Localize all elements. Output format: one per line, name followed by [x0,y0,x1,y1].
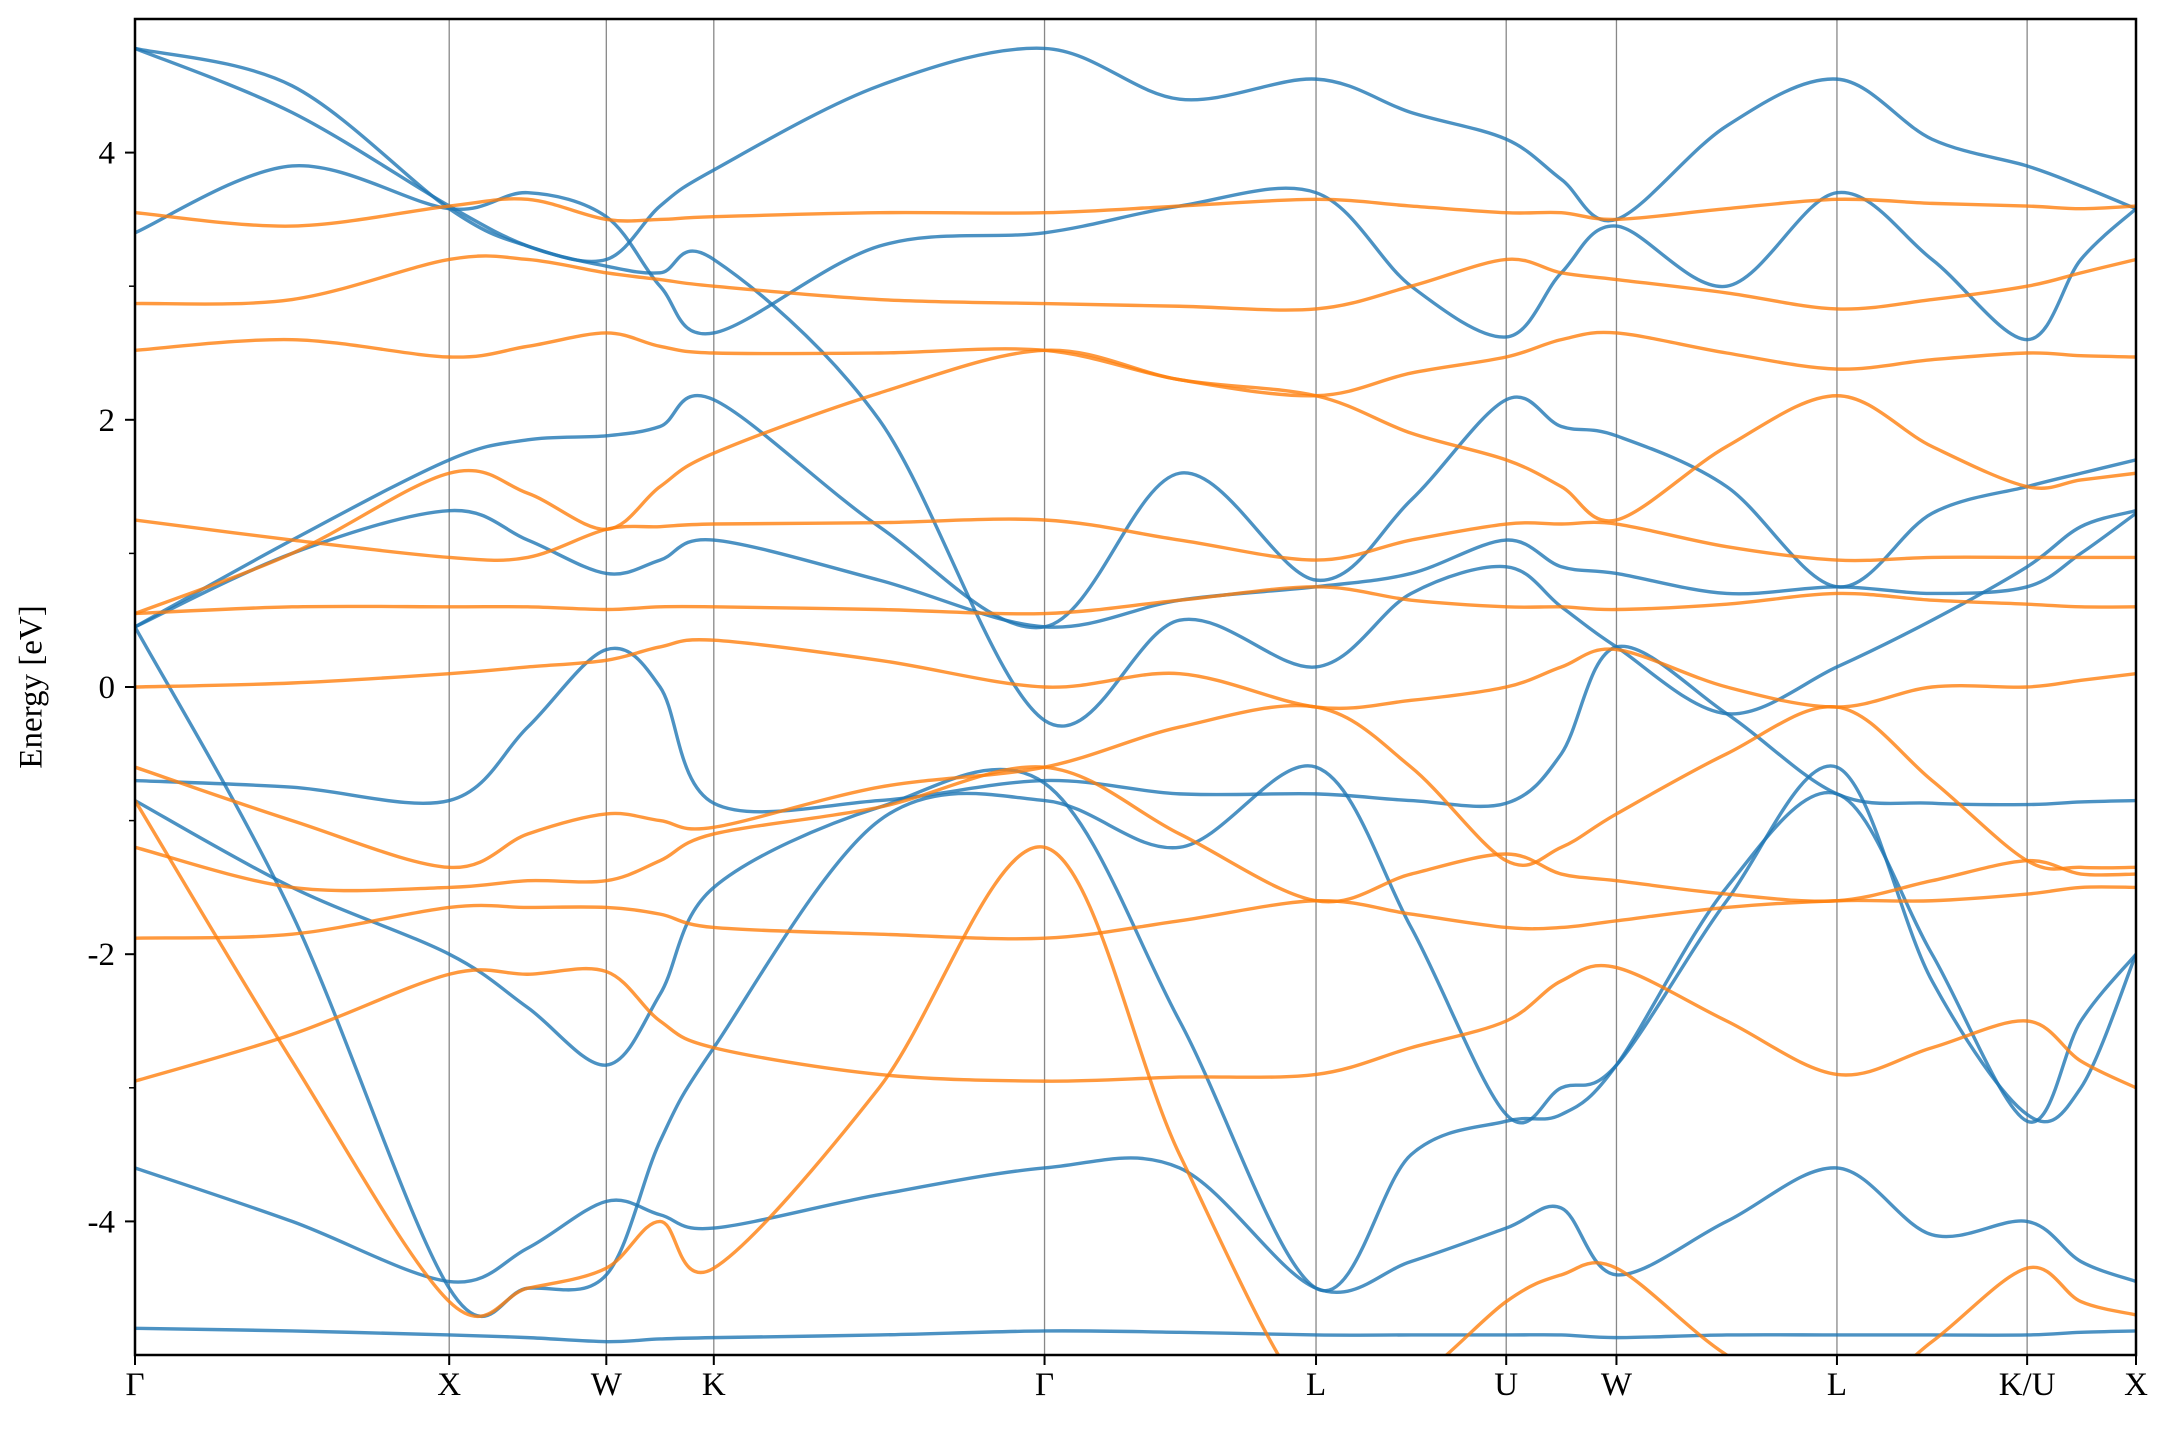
y-tick-label: 2 [99,403,116,439]
band-line [135,348,2136,616]
band-line [135,46,2136,264]
band-line [135,197,2136,228]
x-tick-label: L [1306,1367,1326,1403]
x-tick-label: X [437,1367,461,1403]
band-line [135,703,2136,871]
band-line [135,1156,2136,1295]
band-line [135,1326,2136,1344]
band-line [135,330,2136,398]
x-tick-label: K/U [1999,1367,2056,1403]
axes: Γ X W K Γ L U W L K/U X -4 -2 0 2 4 [88,136,2149,1403]
y-tick-label: -2 [88,937,116,973]
x-tick-label: Γ [125,1367,144,1403]
band-line [135,644,2136,814]
x-tick-label: Γ [1035,1367,1054,1403]
band-line [135,393,2136,630]
band-line [135,508,2136,629]
x-tick-label: W [1601,1367,1633,1403]
band-line [135,963,2136,1090]
x-tick-label: L [1827,1367,1847,1403]
bands [135,46,2136,1355]
band-line [135,799,2136,1355]
band-line [135,885,2136,941]
plot-frame [133,17,2138,1357]
band-line [135,517,2136,563]
y-tick-label: 4 [99,136,116,172]
y-tick-label: -4 [88,1204,116,1240]
band-line [135,765,2136,904]
band-line [135,254,2136,312]
y-axis-label: Energy [eV] [14,605,50,768]
grid [134,19,2137,1355]
x-tick-label: U [1494,1367,1518,1403]
x-tick-label: X [2124,1367,2148,1403]
band-line [135,46,2136,728]
band-line [135,767,2136,1293]
band-line [135,164,2136,342]
x-tick-label: K [702,1367,726,1403]
band-line [135,638,2136,711]
band-line [135,626,2136,1318]
band-line [135,585,2136,616]
x-tick-label: W [591,1367,623,1403]
y-tick-label: 0 [99,670,116,706]
